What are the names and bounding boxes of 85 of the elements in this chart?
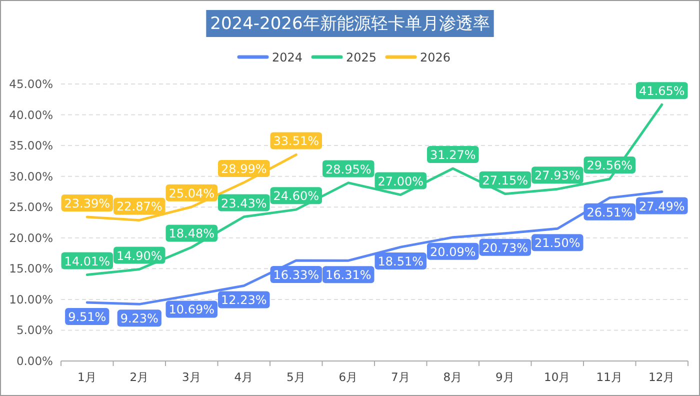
data-label: 27.15% <box>482 173 528 188</box>
data-label: 27.00% <box>378 174 424 188</box>
x-tick-label: 7月 <box>390 370 410 384</box>
x-tick-label: 9月 <box>495 370 515 384</box>
x-tick-label: 2月 <box>130 370 150 384</box>
data-label: 14.90% <box>116 248 162 263</box>
x-tick-label: 5月 <box>286 370 306 384</box>
x-tick-label: 3月 <box>182 370 202 384</box>
value-label: 23.39% <box>61 194 113 212</box>
data-label: 33.51% <box>273 134 320 148</box>
data-label: 16.31% <box>325 268 372 282</box>
legend-label: 2026 <box>420 50 451 64</box>
y-tick-label: 15.00% <box>9 262 54 276</box>
value-label: 23.43% <box>218 194 270 212</box>
data-label: 31.27% <box>430 148 476 162</box>
y-tick-label: 20.00% <box>9 230 54 245</box>
data-label: 18.48% <box>168 226 215 241</box>
data-label: 23.39% <box>64 196 110 211</box>
value-label: 9.23% <box>117 310 162 327</box>
data-label: 29.56% <box>586 158 633 173</box>
chart-title: 2024-2026年新能源轻卡单月渗透率 <box>210 14 490 34</box>
data-label: 20.73% <box>482 240 528 255</box>
value-label: 12.23% <box>218 291 270 308</box>
value-label: 16.31% <box>322 266 374 284</box>
x-tick-label: 4月 <box>234 370 254 384</box>
data-label: 26.51% <box>586 205 633 220</box>
data-label: 9.23% <box>120 312 158 326</box>
x-tick-label: 8月 <box>443 370 463 384</box>
y-tick-label: 5.00% <box>16 323 54 338</box>
x-tick-label: 6月 <box>338 370 358 384</box>
value-label: 20.09% <box>427 242 479 260</box>
value-label: 27.93% <box>532 166 584 184</box>
value-label: 20.73% <box>479 238 531 256</box>
value-label: 41.65% <box>636 82 688 100</box>
value-label: 9.51% <box>65 308 110 325</box>
value-label: 16.33% <box>270 266 322 283</box>
x-tick-label: 10月 <box>544 370 571 384</box>
y-tick-label: 10.00% <box>9 292 54 306</box>
x-tick-label: 1月 <box>77 370 97 384</box>
data-label: 27.49% <box>638 199 685 214</box>
value-label: 14.90% <box>114 246 166 264</box>
x-tick-label: 12月 <box>648 370 676 384</box>
value-label: 27.00% <box>374 172 426 190</box>
value-label: 27.49% <box>636 197 688 214</box>
value-label: 26.51% <box>584 203 636 220</box>
data-label: 21.50% <box>534 236 580 250</box>
value-label: 31.27% <box>427 146 479 164</box>
value-label: 18.51% <box>374 252 426 270</box>
y-tick-label: 40.00% <box>9 108 54 122</box>
value-label: 14.01% <box>61 252 113 270</box>
y-tick-label: 45.00% <box>9 77 54 91</box>
value-label: 27.15% <box>479 171 531 188</box>
value-label: 18.48% <box>166 224 218 242</box>
legend-label: 2024 <box>272 50 303 64</box>
data-label: 41.65% <box>638 84 685 98</box>
value-label: 10.69% <box>166 300 218 318</box>
data-label: 16.33% <box>273 268 320 282</box>
value-label: 28.99% <box>218 160 270 178</box>
legend-label: 2025 <box>346 50 377 64</box>
x-tick-label: 11月 <box>596 370 623 384</box>
data-label: 28.99% <box>220 162 267 176</box>
value-label: 28.95% <box>322 160 374 178</box>
value-label: 24.60% <box>270 187 322 204</box>
data-label: 23.43% <box>220 196 267 210</box>
y-tick-label: 0.00% <box>16 354 54 368</box>
data-label: 18.51% <box>378 254 424 269</box>
y-tick-label: 30.00% <box>9 169 54 184</box>
data-label: 12.23% <box>220 293 267 308</box>
data-label: 25.04% <box>168 186 215 200</box>
data-label: 14.01% <box>64 254 110 268</box>
value-label: 22.87% <box>114 198 166 215</box>
data-label: 9.51% <box>68 310 106 324</box>
value-label: 21.50% <box>532 234 584 252</box>
value-label: 29.56% <box>584 156 636 174</box>
value-label: 25.04% <box>166 184 218 202</box>
data-label: 22.87% <box>116 200 162 214</box>
data-label: 10.69% <box>168 302 215 317</box>
value-label: 33.51% <box>270 132 322 150</box>
data-label: 24.60% <box>273 189 320 204</box>
data-label: 28.95% <box>325 162 372 176</box>
y-tick-label: 35.00% <box>9 138 54 153</box>
data-label: 20.09% <box>430 244 476 259</box>
title: 2024-2026年新能源轻卡单月渗透率 <box>206 10 494 37</box>
data-label: 27.93% <box>534 168 580 183</box>
y-tick-label: 25.00% <box>9 200 54 214</box>
